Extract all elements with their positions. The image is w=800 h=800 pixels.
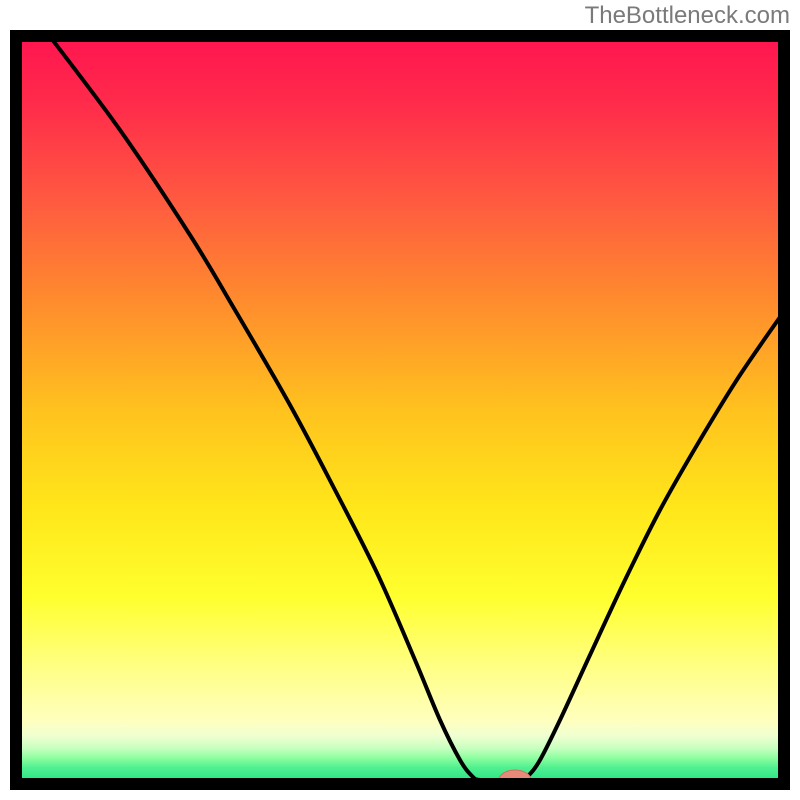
bottleneck-chart	[0, 0, 800, 800]
watermark-text: TheBottleneck.com	[585, 2, 790, 30]
chart-frame: TheBottleneck.com	[0, 0, 800, 800]
